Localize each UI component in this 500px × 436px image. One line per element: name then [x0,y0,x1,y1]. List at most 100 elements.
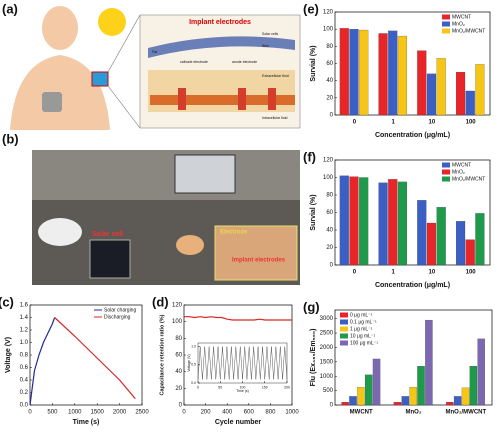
y-tick-label: 2000 [320,345,334,351]
legend-swatch [340,312,348,318]
x-tick-label: 200 [201,410,212,416]
bar [372,358,381,406]
legend-label: 10 μg mL⁻¹ [350,333,376,339]
x-tick-label: 100 [466,120,477,126]
y-axis-label: Capacitance retention ratio (%) [159,314,165,395]
x-tick-label: 800 [265,410,276,416]
bar [475,64,485,116]
bar [341,402,349,406]
panel-label: (f) [303,149,316,164]
x-tick-label: 0 [353,120,357,126]
y-tick-label: 120 [323,10,334,16]
x-tick-label: 2500 [135,410,149,416]
y-tick-label: 1.0 [191,345,196,349]
x-tick-label: 50 [218,385,222,389]
line [197,346,288,380]
y-tick-label: 20 [326,245,333,251]
y-tick-label: 40 [326,228,333,234]
legend-label: MnO₂ [452,169,465,175]
legend-label: MnO₂/MWCNT [452,176,485,182]
y-tick-label: 100 [323,175,334,181]
legend-swatch [340,326,348,332]
bar [455,71,466,116]
y-tick-label: 0 [179,403,183,409]
x-tick-label: 1 [391,270,395,276]
x-axis-label: Concentration (μg/mL) [375,132,450,139]
lamp [38,218,82,246]
bar [455,221,466,266]
bar [425,319,433,406]
bar [357,387,365,406]
x-axis-label: Cycle number [215,419,262,426]
line [184,316,292,321]
solar-cell [89,239,131,279]
y-tick-label: 1.4 [20,315,29,321]
x-tick-label: 0 [182,410,186,416]
bar [436,58,446,116]
y-tick-label: 1.0 [20,340,29,346]
legend-label: MnO₂/MWCNT [452,28,485,34]
background [32,150,300,200]
y-tick-label: 1.2 [20,328,29,334]
x-tick-label: 0 [197,385,199,389]
y-axis-label: Voltage (V) [187,354,191,371]
legend-swatch [442,28,450,34]
legend-label: MWCNT [452,162,471,168]
bar [339,175,349,266]
bar [397,181,407,266]
bar [465,90,475,116]
bar [436,207,446,266]
legend-label: 0 μg mL⁻¹ [350,312,373,318]
inset-title: Implant electrodes [189,19,251,26]
legend-swatch [442,162,450,168]
inset-label: cathode electrode [180,60,208,64]
y-tick-label: 1.6 [20,303,29,309]
x-tick-label: 500 [47,410,58,416]
inset-label: anode electrode [232,60,257,64]
x-tick-label: MnO₂ [406,410,422,416]
panel-label: (b) [2,131,19,146]
y-tick-label: 0.4 [20,378,29,384]
legend-label: MWCNT [452,14,471,20]
y-tick-label: 60 [326,210,333,216]
y-tick-label: 60 [175,353,182,359]
legend-swatch [442,169,450,175]
y-tick-label: 120 [172,303,183,309]
x-tick-label: 0 [28,410,32,416]
inset-label: Skin [262,44,269,48]
legend-label: Discharging [104,314,131,320]
membrane [150,95,295,105]
bar [475,213,485,266]
x-tick-label: 100 [466,270,477,276]
zoom-inset [214,225,298,281]
bar [477,338,485,406]
y-axis-label: Survial (%) [310,45,317,81]
y-tick-label: 80 [326,44,333,50]
x-axis-label: Time (s) [236,389,249,393]
y-tick-label: 2500 [320,331,334,337]
x-axis-label: Time (s) [73,419,100,426]
x-tick-label: 2000 [113,410,127,416]
x-tick-label: 10 [429,270,436,276]
bar [388,30,398,116]
x-tick-label: 200 [284,385,290,389]
bar [446,402,454,406]
x-tick-label: 100 [240,385,246,389]
inset-label: Intracellular fluid [262,116,288,120]
bar [388,179,398,266]
x-tick-label: 400 [222,410,233,416]
skin-layer [148,36,295,58]
legend-label: 0.1 μg mL⁻¹ [350,319,377,325]
y-tick-label: 20 [326,95,333,101]
bar [359,177,369,266]
bar [364,374,373,406]
y-tick-label: 0 [330,263,334,269]
panel-label: (a) [2,1,18,16]
x-tick-label: 1000 [68,410,82,416]
y-tick-label: 0 [330,113,334,119]
legend-swatch [340,340,348,346]
y-tick-label: 100 [172,319,183,325]
bar [397,35,407,116]
y-tick-label: 40 [326,78,333,84]
